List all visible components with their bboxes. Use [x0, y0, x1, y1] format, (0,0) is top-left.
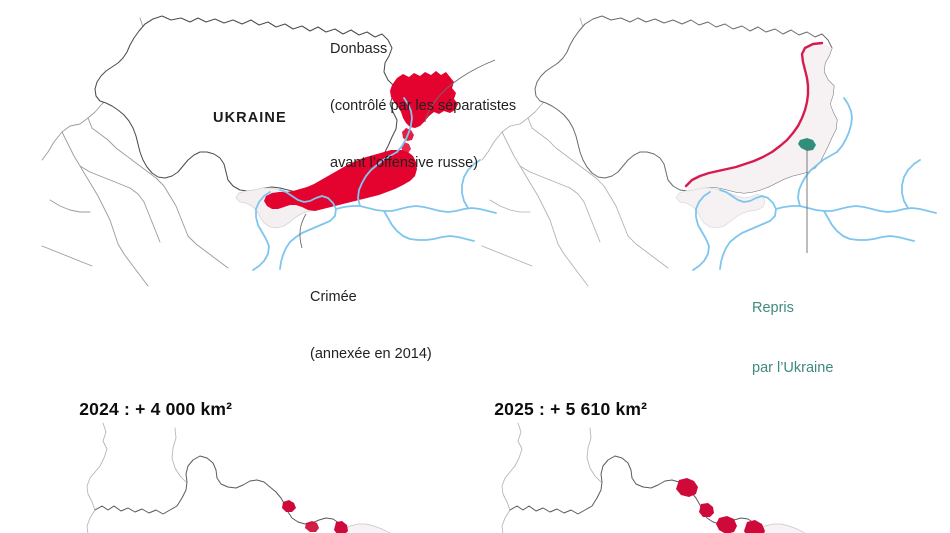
- donbass-occupied-shape: [390, 71, 458, 128]
- occupied-light-2024: [341, 523, 391, 533]
- donbass-annotation-line-2: (contrôlé par les séparatistes: [330, 98, 517, 114]
- crimee-annotation-line-1: Crimée: [310, 289, 357, 305]
- heading-2025: 2025 : + 5 610 km²: [474, 378, 647, 441]
- donbass-leader-line: [424, 59, 496, 123]
- panel-map-2024: [40, 418, 510, 533]
- gains-2025-shapes: [676, 478, 765, 533]
- heading-2025-text: 2025 : + 5 610 km²: [494, 399, 648, 419]
- occupied-territory-shape: [686, 43, 837, 193]
- panel-map-2014: UKRAINE Donbass (contrôlé par les sépara…: [40, 0, 516, 362]
- panel-map-current: Repris par l’Ukraine: [480, 0, 950, 376]
- front-line-shape: [684, 41, 824, 188]
- map-2014-svg: [41, 15, 497, 287]
- country-label-ukraine: UKRAINE: [213, 110, 287, 126]
- map-2025-svg: [501, 422, 806, 533]
- crimea-shape-2: [675, 187, 766, 229]
- donbass-annotation-line-1: Donbass: [330, 41, 388, 57]
- south-corridor-shape: [264, 150, 417, 211]
- heading-2024: 2024 : + 4 000 km²: [59, 378, 232, 441]
- map-2024-svg: [86, 422, 391, 533]
- retaken-area-shape: [798, 138, 816, 151]
- repris-annotation: Repris par l’Ukraine: [752, 258, 833, 418]
- map-current-svg: [481, 15, 937, 287]
- crimee-annotation-line-2: (annexée en 2014): [310, 346, 432, 362]
- panel-map-2025: [455, 418, 925, 533]
- occupied-light-2025: [756, 523, 806, 533]
- crimee-annotation: Crimée (annexée en 2014): [310, 250, 432, 402]
- donbass-annotation-line-3: avant l’offensive russe): [330, 155, 479, 171]
- donbass-annotation: Donbass (contrôlé par les séparatistes a…: [330, 2, 516, 211]
- repris-annotation-line-2: par l’Ukraine: [752, 360, 834, 376]
- heading-2024-text: 2024 : + 4 000 km²: [79, 399, 233, 419]
- gains-2024-shapes: [282, 500, 348, 533]
- repris-annotation-line-1: Repris: [752, 300, 794, 316]
- crimee-leader-line: [299, 213, 307, 249]
